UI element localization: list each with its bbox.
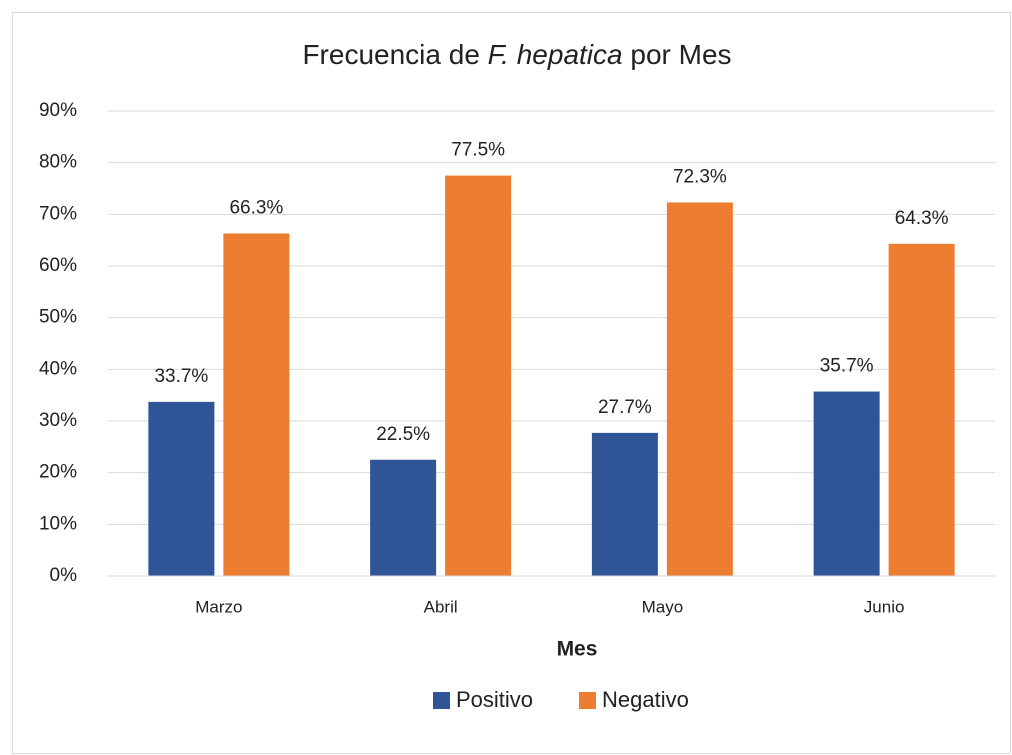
y-tick-label: 10% [39, 513, 77, 534]
x-tick-label: Marzo [195, 597, 242, 616]
x-tick-label: Abril [424, 597, 458, 616]
data-label: 66.3% [229, 197, 283, 218]
chart-border [12, 12, 1011, 754]
bar [591, 432, 658, 576]
title-part: F. hepatica [488, 39, 623, 70]
bar [888, 243, 955, 577]
bar [445, 175, 512, 577]
y-tick-label: 70% [39, 203, 77, 224]
data-label: 35.7% [820, 356, 874, 377]
title-part: por Mes [623, 39, 732, 70]
data-label: 77.5% [451, 140, 505, 161]
x-tick-label: Mayo [642, 597, 684, 616]
legend-label: Negativo [602, 687, 689, 712]
x-tick-label: Junio [864, 597, 905, 616]
data-label: 64.3% [895, 208, 949, 229]
title-part: Frecuencia de [302, 39, 487, 70]
y-tick-label: 20% [39, 462, 77, 483]
bar [223, 233, 290, 576]
y-tick-label: 90% [39, 100, 77, 121]
y-tick-label: 80% [39, 152, 77, 173]
legend-label: Positivo [456, 687, 533, 712]
bar [813, 391, 880, 576]
y-tick-label: 30% [39, 410, 77, 431]
bar [370, 459, 437, 576]
data-label: 22.5% [376, 424, 430, 445]
y-tick-label: 40% [39, 358, 77, 379]
bar [148, 401, 215, 576]
y-tick-label: 50% [39, 307, 77, 328]
legend-swatch [433, 692, 450, 709]
legend-swatch [579, 692, 596, 709]
data-label: 33.7% [154, 366, 208, 387]
data-label: 27.7% [598, 397, 652, 418]
bar [666, 202, 733, 576]
y-tick-label: 60% [39, 255, 77, 276]
y-tick-label: 0% [50, 565, 78, 586]
chart-title: Frecuencia de F. hepatica por Mes [302, 39, 731, 70]
data-label: 72.3% [673, 166, 727, 187]
x-axis-label: Mes [557, 638, 598, 661]
